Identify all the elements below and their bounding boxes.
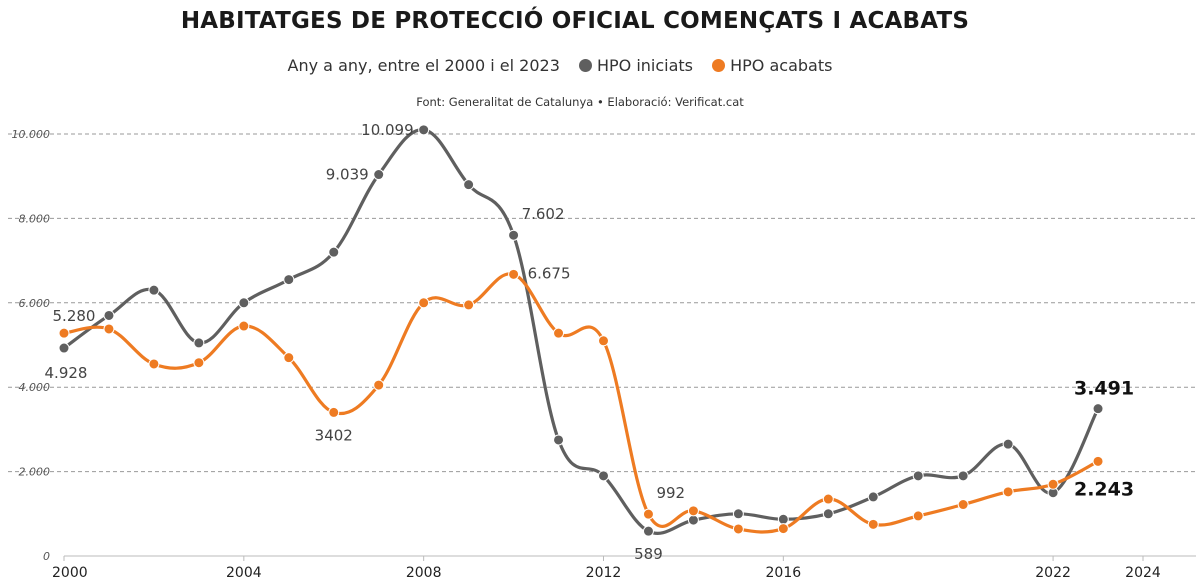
data-point-iniciats	[373, 169, 385, 181]
data-label: 992	[656, 484, 685, 502]
data-point-acabats	[148, 358, 160, 370]
data-point-acabats	[777, 523, 789, 535]
data-point-iniciats	[867, 491, 879, 503]
y-tick-label: 8.000	[19, 212, 51, 225]
data-label: 589	[634, 545, 663, 563]
data-label: 3.491	[1074, 378, 1134, 400]
data-point-acabats	[58, 327, 70, 339]
chart-subtitle-legend: Any a any, entre el 2000 i el 2023 HPO i…	[0, 56, 1120, 75]
data-label: 3402	[315, 426, 353, 444]
data-point-acabats	[373, 379, 385, 391]
data-point-acabats	[732, 523, 744, 535]
data-point-acabats	[103, 323, 115, 335]
data-point-acabats	[1047, 478, 1059, 490]
chart-title: HABITATGES DE PROTECCIÓ OFICIAL COMENÇAT…	[180, 8, 970, 34]
data-point-iniciats	[1002, 438, 1014, 450]
series-line-iniciats	[62, 128, 1100, 535]
y-tick-label: 2.000	[19, 466, 51, 479]
data-point-iniciats	[687, 514, 699, 526]
data-point-iniciats	[328, 246, 340, 258]
data-label: 6.675	[528, 264, 571, 282]
x-tick-label: 2022	[1035, 565, 1071, 581]
chart-source: Font: Generalitat de Catalunya • Elabora…	[416, 95, 744, 109]
data-point-iniciats	[957, 470, 969, 482]
legend-label-iniciats: HPO iniciats	[596, 56, 694, 75]
data-point-acabats	[957, 499, 969, 511]
data-label: 2.243	[1074, 478, 1134, 500]
data-point-iniciats	[418, 124, 430, 136]
data-label: 4.928	[45, 364, 88, 382]
data-point-iniciats	[822, 508, 834, 520]
data-point-iniciats	[58, 342, 70, 354]
data-point-iniciats	[238, 297, 250, 309]
data-point-acabats	[642, 508, 654, 520]
data-point-acabats	[822, 493, 834, 505]
data-label: 7.602	[522, 205, 565, 223]
series-line-acabats	[62, 272, 1100, 534]
legend-swatch-iniciats	[578, 59, 592, 72]
data-point-acabats	[283, 352, 295, 364]
data-point-acabats	[598, 335, 609, 347]
data-point-iniciats	[732, 508, 744, 520]
x-tick-label: 2004	[226, 565, 262, 581]
data-label: 5.280	[53, 307, 96, 325]
y-tick-label: 6.000	[19, 297, 51, 310]
x-tick-label: 2024	[1125, 565, 1161, 581]
y-tick-label: 10.000	[12, 128, 51, 141]
data-point-iniciats	[463, 179, 475, 191]
data-point-acabats	[1002, 486, 1014, 498]
y-tick-label: 4.000	[19, 381, 51, 394]
x-tick-label: 2000	[52, 565, 88, 581]
data-point-iniciats	[598, 470, 609, 482]
data-point-iniciats	[193, 337, 205, 349]
data-point-acabats	[508, 268, 520, 280]
data-point-acabats	[193, 357, 205, 369]
data-label: 10.099	[361, 121, 414, 139]
data-label: 9.039	[326, 166, 369, 184]
data-point-acabats	[1092, 455, 1104, 467]
data-point-iniciats	[777, 513, 789, 525]
data-point-acabats	[867, 518, 879, 530]
data-point-acabats	[418, 297, 430, 309]
legend-swatch-acabats	[712, 59, 726, 72]
data-point-iniciats	[283, 274, 295, 286]
x-tick-label: 2012	[586, 565, 622, 581]
data-point-iniciats	[103, 309, 115, 321]
data-point-iniciats	[148, 284, 160, 296]
data-point-iniciats	[553, 434, 565, 446]
data-point-acabats	[687, 505, 699, 517]
x-tick-label: 2016	[766, 565, 802, 581]
data-point-acabats	[328, 406, 340, 418]
chart-subtitle: Any a any, entre el 2000 i el 2023	[287, 56, 560, 75]
data-point-iniciats	[642, 525, 654, 537]
data-point-acabats	[553, 327, 565, 339]
legend-label-acabats: HPO acabats	[730, 56, 833, 75]
data-point-acabats	[463, 299, 475, 311]
data-point-acabats	[238, 320, 250, 332]
x-tick-label: 2008	[406, 565, 442, 581]
data-point-iniciats	[508, 229, 520, 241]
data-point-iniciats	[1092, 403, 1104, 415]
data-point-iniciats	[912, 470, 924, 482]
data-point-acabats	[912, 510, 924, 522]
y-tick-label: 0	[43, 550, 50, 563]
